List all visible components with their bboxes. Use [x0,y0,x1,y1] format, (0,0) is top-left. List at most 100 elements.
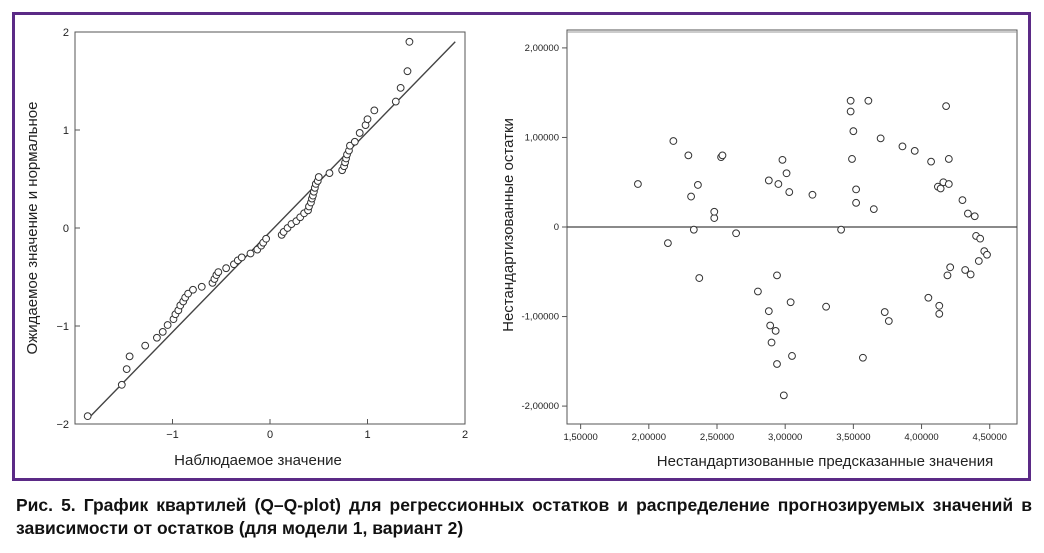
residual-point [719,152,726,159]
residual-point [881,309,888,316]
residual-point [944,272,951,279]
qq-plot-area [75,32,465,424]
qq-point [326,170,333,177]
residual-point [787,299,794,306]
qq-point [371,107,378,114]
qq-y-tick-label: 1 [63,125,69,137]
residual-point [911,147,918,154]
residual-point [838,226,845,233]
residual-point [670,138,677,145]
residual-x-axis-label: Нестандартизованные предсказанные значен… [657,453,993,470]
residual-point [765,308,772,315]
qq-point [223,265,230,272]
residual-point [977,235,984,242]
qq-point [263,235,270,242]
qq-y-tick-label: 0 [63,223,69,235]
residual-x-tick-label: 1,50000 [563,432,597,443]
residual-point [809,191,816,198]
residual-point [695,182,702,189]
residual-y-tick-label: 2,00000 [525,43,559,54]
residual-point [928,158,935,165]
residual-point [885,318,892,325]
residual-point [688,193,695,200]
residual-point [765,177,772,184]
qq-point [159,328,166,335]
residual-point [696,275,703,282]
residual-point [936,302,943,309]
residual-point [936,310,943,317]
qq-point [404,68,411,75]
residual-x-tick-label: 2,00000 [632,432,666,443]
residual-point [847,108,854,115]
residual-x-tick-label: 4,00000 [904,432,938,443]
qq-point [351,138,358,145]
residual-point [772,327,779,334]
residual-point [945,156,952,163]
residual-point [865,97,872,104]
residual-point [899,143,906,150]
residual-point [971,213,978,220]
qq-point [247,250,254,257]
qq-x-tick-label: −1 [166,429,179,441]
qq-x-tick-label: 2 [462,429,468,441]
qq-y-tick-label: −1 [56,321,69,333]
residual-x-tick-label: 3,50000 [836,432,870,443]
residual-point [984,251,991,258]
residual-point [786,189,793,196]
residual-point [779,156,786,163]
residual-point [937,185,944,192]
residual-point [780,392,787,399]
residual-point [783,170,790,177]
qq-point [190,286,197,293]
qq-point [118,381,125,388]
qq-point [154,334,161,341]
residual-point [774,361,781,368]
residual-point [877,135,884,142]
charts-canvas: −2−1012−1 0 1 2Наблюдаемое значениеОжидаемо… [0,0,1044,553]
residual-point [853,186,860,193]
qq-point [123,366,130,373]
residual-point [853,199,860,206]
residual-y-tick-label: -2,00000 [521,401,559,412]
residual-point [947,264,954,271]
qq-point [126,353,133,360]
residual-point [823,303,830,310]
residual-point [967,271,974,278]
qq-point [238,254,245,261]
residual-point [774,272,781,279]
residual-point [775,181,782,188]
residual-x-tick-label: 3,00000 [768,432,802,443]
residual-point [925,294,932,301]
qq-point [356,130,363,137]
qq-y-tick-label: −2 [56,419,69,431]
residual-y-axis-label: Нестандартизованные остатки [500,118,517,332]
residual-point [635,181,642,188]
qq-point [364,116,371,123]
residual-point [665,240,672,247]
qq-point [215,269,222,276]
residual-y-tick-label: 0 [554,222,559,233]
caption-line-1: Рис. 5. График квартилей (Q–Q-plot) для … [16,495,925,515]
residual-point [870,206,877,213]
figure-caption: Рис. 5. График квартилей (Q–Q-plot) для … [16,494,1032,540]
residual-x-tick-label: 2,50000 [700,432,734,443]
qq-point [315,174,322,181]
residual-point [685,152,692,159]
qq-point [397,84,404,91]
residual-point [975,258,982,265]
residual-point [768,339,775,346]
residual-point [789,353,796,360]
residual-y-tick-label: -1,00000 [521,312,559,323]
residual-point [847,97,854,104]
residual-point [965,210,972,217]
residual-point [945,181,952,188]
qq-point [198,283,205,290]
residual-point [959,197,966,204]
qq-y-axis-label: Ожидаемое значение и нормальное [24,102,41,355]
qq-point [164,322,171,329]
residual-point [943,103,950,110]
qq-x-tick-label: 0 [267,429,273,441]
qq-point [84,413,91,420]
residual-point [850,128,857,135]
qq-plot [75,32,465,424]
